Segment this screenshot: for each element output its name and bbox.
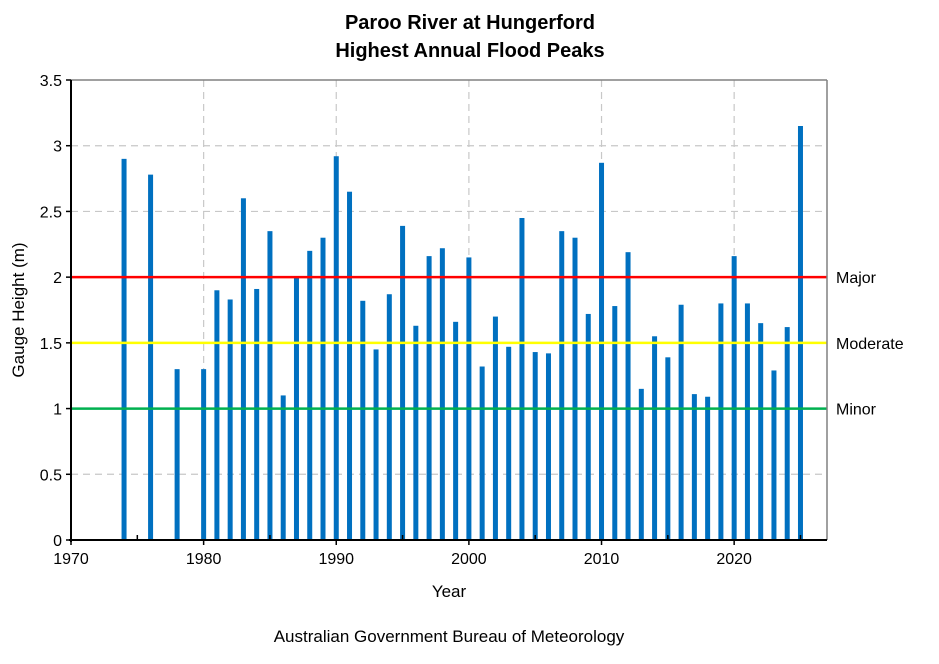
bar-1997 [426, 256, 432, 540]
bar-2021 [744, 303, 750, 540]
bar-2025 [797, 126, 803, 540]
bar-2023 [771, 370, 777, 540]
bar-2016 [678, 304, 684, 540]
y-tick-label: 1 [53, 402, 62, 419]
y-axis-label: Gauge Height (m) [9, 242, 28, 377]
y-tick-label: 2.5 [40, 204, 62, 221]
bar-2013 [638, 388, 644, 540]
bar-1988 [307, 250, 313, 540]
bar-2015 [665, 357, 671, 540]
bar-1985 [267, 231, 273, 540]
y-tick-label: 3.5 [40, 73, 62, 90]
x-tick-label: 2000 [451, 551, 487, 568]
bar-1994 [386, 294, 392, 540]
bar-1992 [360, 300, 366, 540]
bar-1974 [121, 158, 127, 540]
bar-2003 [506, 346, 512, 540]
bar-2018 [705, 396, 711, 540]
bar-2002 [492, 316, 498, 540]
bar-1984 [254, 288, 260, 540]
footer-credit: Australian Government Bureau of Meteorol… [274, 627, 625, 646]
bar-2008 [572, 237, 578, 540]
bar-2019 [718, 303, 724, 540]
bar-2004 [519, 218, 525, 540]
bar-2014 [652, 336, 658, 540]
bar-2010 [599, 162, 605, 541]
bar-1989 [320, 237, 326, 540]
bar-1998 [439, 248, 445, 540]
x-tick-label: 2020 [716, 551, 752, 568]
bar-1978 [174, 369, 180, 540]
y-tick-label: 0 [53, 533, 62, 550]
bar-2020 [731, 256, 737, 540]
y-tick-label: 2 [53, 270, 62, 287]
bar-1980 [201, 369, 207, 540]
bar-1999 [453, 321, 459, 540]
bar-2007 [559, 231, 565, 540]
bar-1993 [373, 349, 379, 540]
bar-1981 [214, 290, 220, 540]
y-tick-label: 1.5 [40, 336, 62, 353]
y-tick-label: 3 [53, 139, 62, 156]
bar-1976 [148, 174, 154, 540]
threshold-label-major: Major [836, 270, 877, 287]
bar-1995 [400, 225, 406, 540]
bar-2005 [532, 352, 538, 540]
y-tick-label: 0.5 [40, 467, 62, 484]
bar-2022 [758, 323, 764, 540]
bar-2009 [585, 313, 591, 540]
bar-2012 [625, 252, 631, 540]
bar-1986 [280, 395, 286, 540]
chart-title-line-1: Paroo River at Hungerford [345, 12, 595, 34]
bar-2001 [479, 366, 485, 540]
bar-2000 [466, 257, 472, 540]
x-axis-label: Year [432, 582, 467, 601]
bar-1983 [240, 198, 246, 541]
threshold-label-minor: Minor [836, 402, 877, 419]
bar-2024 [784, 327, 790, 540]
bar-1982 [227, 299, 233, 540]
bar-1996 [413, 325, 419, 540]
x-tick-label: 1980 [186, 551, 222, 568]
chart-title-line-2: Highest Annual Flood Peaks [335, 40, 604, 62]
threshold-label-moderate: Moderate [836, 336, 904, 353]
x-tick-label: 2010 [584, 551, 620, 568]
bar-2011 [612, 306, 618, 540]
bar-2017 [691, 394, 697, 540]
bar-1991 [347, 191, 353, 540]
bar-2006 [545, 353, 551, 540]
bar-1990 [333, 156, 339, 540]
x-tick-label: 1990 [318, 551, 354, 568]
x-tick-label: 1970 [53, 551, 89, 568]
